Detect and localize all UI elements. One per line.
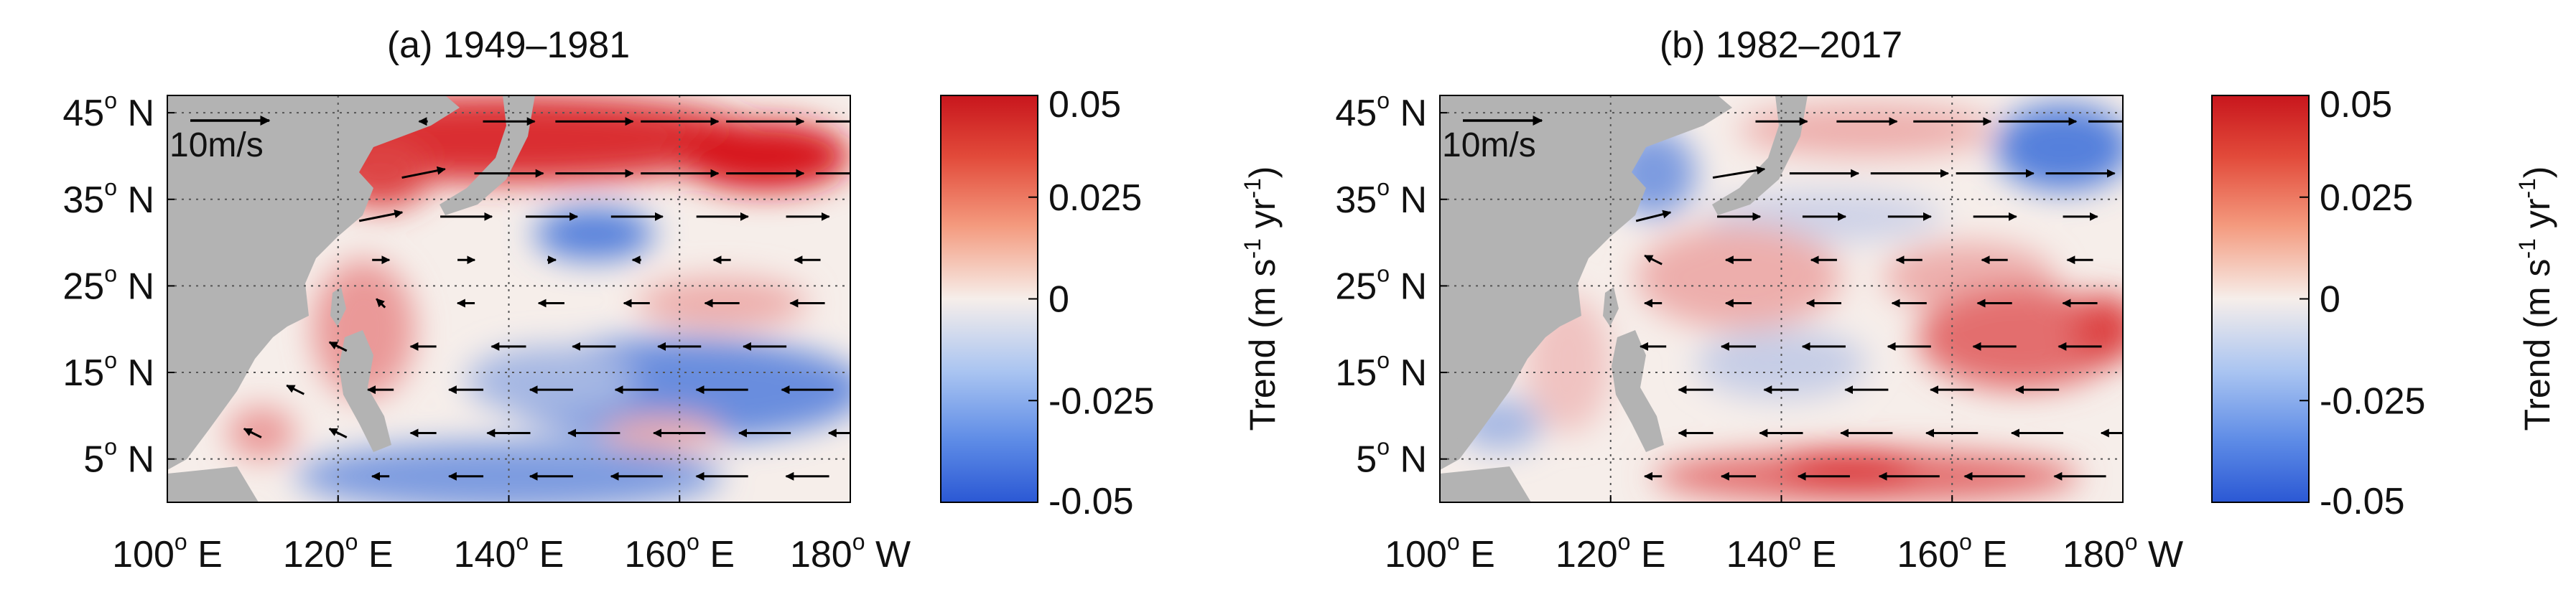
panel-a-colorbar-tick-label: 0 (1048, 279, 1069, 321)
panel-a-x-tick-label: 100o E (112, 529, 223, 575)
panel-b-y-tick-label: 35o N (1335, 174, 1427, 221)
panel-a-land-indochina (167, 396, 188, 448)
panel-b-colorbar-tick-label: 0 (2320, 279, 2340, 321)
panel-b-land-taiwan (1603, 287, 1619, 326)
panel-b-land-japan (1712, 95, 1808, 215)
panel-a-colorbar-tick-label: -0.025 (1048, 380, 1154, 422)
panel-b-colorbar-label: Trend (m s-1 yr-1) (2514, 166, 2557, 431)
panel-b-colorbar-tick-label: -0.025 (2320, 380, 2425, 422)
panel-a-colorbar: 0.05 0.025 0 -0.025 -0.05 (940, 84, 1154, 522)
panel-a-land-philippines (339, 330, 391, 452)
panel-a: (a) 1949–1981 10m/s 100o E 120o E 140o E 16… (62, 24, 1154, 575)
panel-a-x-tick-label: 180o W (790, 529, 911, 575)
panel-a-y-tick-label: 45o N (62, 88, 154, 134)
panel-a-land-borneo (167, 466, 259, 502)
panel-a-x-tick-label: 160o E (624, 529, 735, 575)
panel-a-map: 10m/s (167, 95, 850, 502)
panel-b-reference-label: 10m/s (1442, 126, 1536, 164)
panel-b-land-indochina (1440, 396, 1461, 448)
panel-a-colorbar-ticks: 0.05 0.025 0 -0.025 -0.05 (1028, 84, 1154, 522)
panel-a-colorbar-bar (940, 95, 1038, 503)
panel-a-wind-vector (328, 341, 348, 352)
panel-a-reference-label: 10m/s (169, 126, 264, 164)
panel-b-x-tick-label: 160o E (1897, 529, 2007, 575)
panel-a-y-tick-label: 35o N (62, 174, 154, 221)
panel-b-y-tick-label: 25o N (1335, 260, 1427, 307)
panel-a-y-tick-label: 15o N (62, 347, 154, 394)
panel-b-gridlines (1440, 95, 2123, 502)
panel-b-title: (b) 1982–2017 (1660, 24, 1902, 66)
panel-b-trend-blob (1781, 450, 1918, 485)
panel-a-land-asia (167, 95, 460, 470)
panel-b-x-tick-label: 180o W (2063, 529, 2183, 575)
panel-a-colorbar-tick-label: 0.05 (1048, 84, 1121, 126)
panel-a-x-tick-label: 140o E (454, 529, 564, 575)
panel-a-trend-blob (679, 121, 850, 191)
panel-b-colorbar-tick-label: 0.05 (2320, 84, 2392, 126)
panel-b-trend-blob (2071, 294, 2123, 364)
panel-b-colorbar-ticks: 0.05 0.025 0 -0.025 -0.05 (2300, 84, 2425, 522)
panel-b-ylabel-text: Trend (m s-1 yr-1) (1240, 166, 1283, 431)
panel-b-trend-blob (1636, 225, 1841, 329)
panel-b-x-tick-label: 140o E (1726, 529, 1837, 575)
panel-a-trend-blob (466, 346, 637, 416)
panel-a-wind-vector (358, 210, 404, 222)
panel-a-wind-vector (376, 298, 386, 309)
panel-b-colorbar: 0.05 0.025 0 -0.025 -0.05 Trend (m s-1 yr-1) (2211, 84, 2557, 522)
panel-b-y-tick-label: 5o N (1356, 434, 1427, 481)
panel-a-wind-vector (328, 428, 348, 438)
panel-a-title: (a) 1949–1981 (387, 24, 630, 66)
panel-a-wind-vectors (243, 117, 850, 481)
panel-a-y-axis: 5o N 15o N 25o N 35o N 45o N (62, 88, 175, 481)
panel-b-colorbar-tick-label: 0.025 (2320, 177, 2413, 219)
panel-b-wind-vector (1712, 166, 1766, 179)
panel-b-reference-vector: 10m/s (1442, 116, 1543, 164)
panel-b-x-axis: 100o E 120o E 140o E 160o E 180o W (1385, 495, 2183, 575)
panel-a-wind-vector (401, 166, 446, 179)
panel-a-x-tick-label: 120o E (283, 529, 394, 575)
panel-a-trend-blob (295, 441, 722, 502)
panel-b-y-tick-label: 15o N (1335, 347, 1427, 394)
panel-b-land-asia (1440, 95, 1732, 470)
panel-b-trend-blob (1994, 104, 2123, 191)
panel-b: (b) 1982–2017 Trend (m s-1 yr-1) 10m/s (1240, 24, 2557, 575)
panel-b-colorbar-bar (2211, 95, 2310, 503)
panel-a-colorbar-tick-label: 0.025 (1048, 177, 1142, 219)
panel-a-trend-blob (227, 407, 296, 459)
panel-a-trend-blob (534, 207, 654, 260)
panel-b-x-tick-label: 100o E (1385, 529, 1495, 575)
panel-a-x-axis: 100o E 120o E 140o E 160o E 180o W (112, 495, 911, 575)
panel-b-land-philippines (1612, 330, 1664, 452)
panel-b-y-axis: 5o N 15o N 25o N 35o N 45o N (1335, 88, 1447, 481)
panel-a-land-japan (440, 95, 535, 215)
panel-b-colorbar-tick-label: -0.05 (2320, 481, 2405, 522)
panel-a-y-tick-label: 25o N (62, 260, 154, 307)
panel-b-map: 10m/s (1440, 95, 2123, 502)
panel-a-y-tick-label: 5o N (83, 434, 154, 481)
panel-b-colorbar-label-text: Trend (m s-1 yr-1) (2514, 166, 2557, 431)
panel-b-wind-vectors (1635, 117, 2123, 481)
panel-a-land-taiwan (330, 287, 346, 326)
panel-b-land-borneo (1440, 466, 1531, 502)
panel-a-wind-vector (243, 428, 262, 438)
panel-b-x-tick-label: 120o E (1556, 529, 1666, 575)
panel-b-trend-blob (1917, 286, 2123, 390)
panel-b-wind-vector (1644, 254, 1663, 266)
panel-b-wind-vector (1635, 210, 1672, 222)
panel-b-ylabel: Trend (m s-1 yr-1) (1240, 166, 1283, 431)
panel-b-land (1440, 95, 1808, 502)
panel-a-reference-vector: 10m/s (169, 116, 271, 164)
panel-b-y-tick-label: 45o N (1335, 88, 1427, 134)
panel-a-colorbar-tick-label: -0.05 (1048, 481, 1134, 522)
panel-a-land (167, 95, 535, 502)
panel-a-wind-vector (286, 384, 304, 395)
